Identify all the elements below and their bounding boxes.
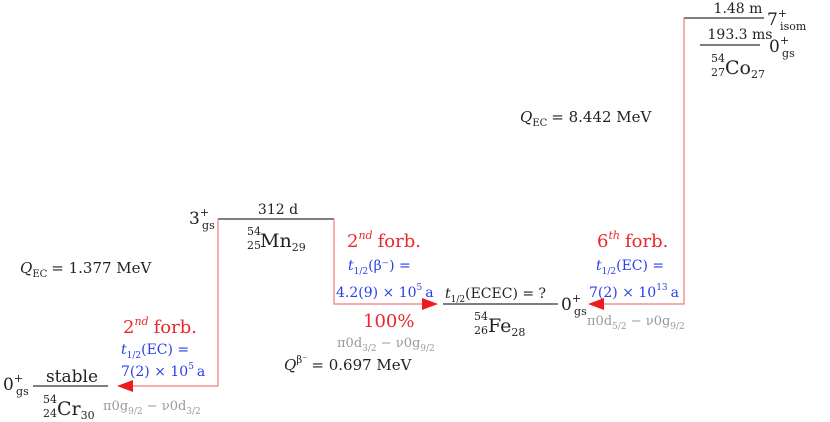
co54-ec-halflife-value: 7(2) × 1013 a bbox=[589, 283, 679, 301]
fe54-spin: 0+ gs bbox=[561, 292, 587, 318]
co54-gs-halflife: 193.3 ms bbox=[708, 27, 773, 43]
mn54-halflife: 312 d bbox=[258, 202, 298, 218]
mn54-beta-forbiddenness: 2nd forb. bbox=[347, 229, 421, 252]
mn54-beta-halflife-value: 4.2(9) × 105 a bbox=[336, 283, 434, 301]
co54-gs-spin: 0+ gs bbox=[769, 34, 795, 60]
mn54-beta-halflife-label: t1/2(β⁻) = bbox=[348, 258, 411, 277]
q-ec-co54: QEC = 8.442 MeV bbox=[520, 108, 653, 129]
co54-ec-decay-line bbox=[602, 18, 685, 305]
co54-nuclide: 54 27Co27 bbox=[711, 52, 765, 81]
mn54-ec-halflife-value: 7(2) × 105 a bbox=[121, 362, 205, 380]
co54-ec-arrowhead bbox=[588, 298, 604, 310]
mn54-ec-forbiddenness: 2nd forb. bbox=[123, 315, 197, 338]
mn54-nuclide: 54 25Mn29 bbox=[247, 225, 306, 254]
q-ec-mn54: QEC = 1.377 MeV bbox=[20, 259, 153, 280]
mn54-beta-arrowhead bbox=[422, 298, 438, 310]
fe54-nuclide: 54 26Fe28 bbox=[474, 310, 525, 339]
cr54-nuclide: 54 24Cr30 bbox=[43, 393, 95, 422]
mn54-spin: 3+ gs bbox=[189, 206, 215, 232]
cr54-stable-label: stable bbox=[46, 367, 98, 387]
co54-isomer-spin: 7+ isom bbox=[767, 7, 807, 33]
co54-ec-forbiddenness: 6th forb. bbox=[597, 229, 668, 252]
q-beta-mn54: Qβ⁻ = 0.697 MeV bbox=[284, 355, 413, 374]
config-mn54-beta: π0d3/2 − ν0g9/2 bbox=[337, 336, 435, 354]
co54-ec-halflife-label: t1/2(EC) = bbox=[596, 258, 664, 277]
mn54-beta-branching: 100% bbox=[363, 311, 414, 332]
mn54-ec-arrowhead bbox=[117, 380, 133, 392]
cr54-spin: 0+ gs bbox=[3, 372, 29, 398]
mn54-beta-decay-line bbox=[333, 219, 423, 305]
mn54-ec-decay-line bbox=[130, 219, 219, 387]
config-co54-ec: π0d5/2 − ν0g9/2 bbox=[587, 314, 685, 332]
config-mn54-ec: π0g9/2 − ν0d3/2 bbox=[103, 399, 201, 417]
co54-isomer-halflife: 1.48 m bbox=[714, 1, 763, 17]
mn54-ec-halflife-label: t1/2(EC) = bbox=[121, 342, 189, 361]
fe54-ecec-halflife: t1/2(ECEC) = ? bbox=[445, 286, 546, 305]
